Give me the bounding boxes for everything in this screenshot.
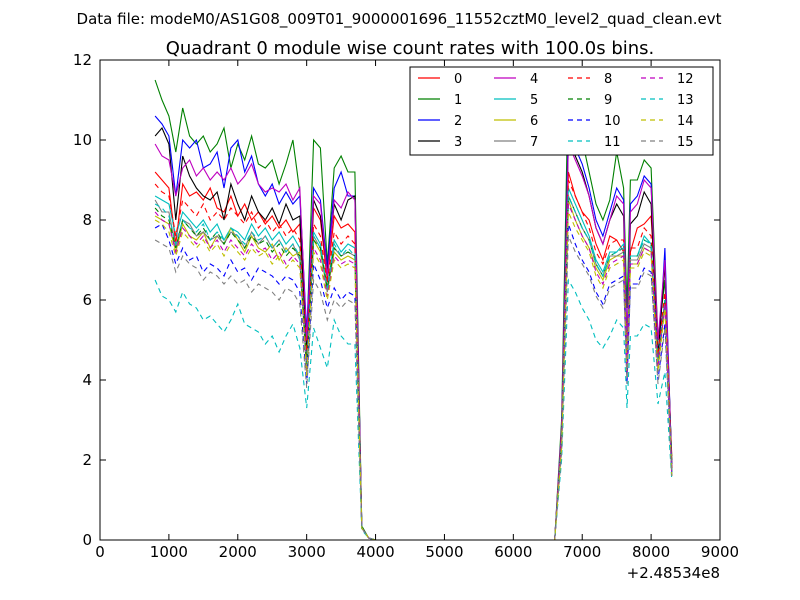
series-line-2 (154, 115, 673, 541)
chart-title: Quadrant 0 module wise count rates with … (166, 38, 655, 59)
legend-label-1: 1 (454, 93, 462, 108)
y-tick-label: 12 (73, 51, 92, 69)
legend-label-3: 3 (454, 135, 462, 150)
x-tick-label: 8000 (632, 543, 670, 561)
legend-label-14: 14 (677, 114, 694, 129)
y-tick-label: 8 (82, 211, 92, 229)
series-line-0 (154, 171, 673, 541)
series-line-8 (154, 179, 673, 541)
y-tick-label: 6 (82, 291, 92, 309)
legend-label-10: 10 (604, 114, 621, 129)
x-offset-label: +2.48534e8 (627, 564, 720, 582)
series-line-5 (154, 187, 673, 541)
y-tick-label: 4 (82, 371, 92, 389)
y-tick-label: 10 (73, 131, 92, 149)
legend-box (409, 66, 714, 156)
legend-label-12: 12 (677, 72, 694, 87)
x-tick-label: 6000 (494, 543, 532, 561)
x-tick-label: 7000 (563, 543, 601, 561)
legend-label-13: 13 (677, 93, 694, 108)
series-line-4 (154, 143, 673, 541)
series-layer (154, 75, 673, 541)
x-tick-label: 3000 (288, 543, 326, 561)
legend-label-2: 2 (454, 114, 462, 129)
series-line-3 (154, 126, 673, 541)
legend-label-7: 7 (530, 135, 538, 150)
legend-label-11: 11 (604, 135, 621, 150)
series-line-7 (154, 195, 673, 541)
x-tick-label: 4000 (356, 543, 394, 561)
legend-label-0: 0 (454, 72, 462, 87)
x-tick-label: 0 (95, 543, 105, 561)
legend-label-9: 9 (604, 93, 612, 108)
legend-label-5: 5 (530, 93, 538, 108)
series-line-15 (154, 235, 673, 541)
legend-label-15: 15 (677, 135, 694, 150)
x-tick-label: 9000 (701, 543, 739, 561)
y-tick-label: 2 (82, 451, 92, 469)
data-file-label: Data file: modeM0/AS1G08_009T01_90000016… (77, 10, 722, 29)
x-tick-label: 2000 (219, 543, 257, 561)
series-line-14 (154, 211, 673, 541)
legend-label-4: 4 (530, 72, 538, 87)
series-line-12 (154, 203, 673, 541)
series-line-1 (154, 75, 673, 541)
legend-label-6: 6 (530, 114, 538, 129)
x-tick-label: 1000 (150, 543, 188, 561)
legend-label-8: 8 (604, 72, 612, 87)
series-line-11 (154, 195, 673, 541)
series-line-13 (154, 278, 673, 541)
series-line-6 (154, 199, 673, 541)
y-tick-label: 0 (82, 531, 92, 549)
x-tick-label: 5000 (425, 543, 463, 561)
ticks-layer: 0 1000 2000 3000 4000 5000 6000 7000 8000 9000 0 2 4… (73, 51, 739, 561)
